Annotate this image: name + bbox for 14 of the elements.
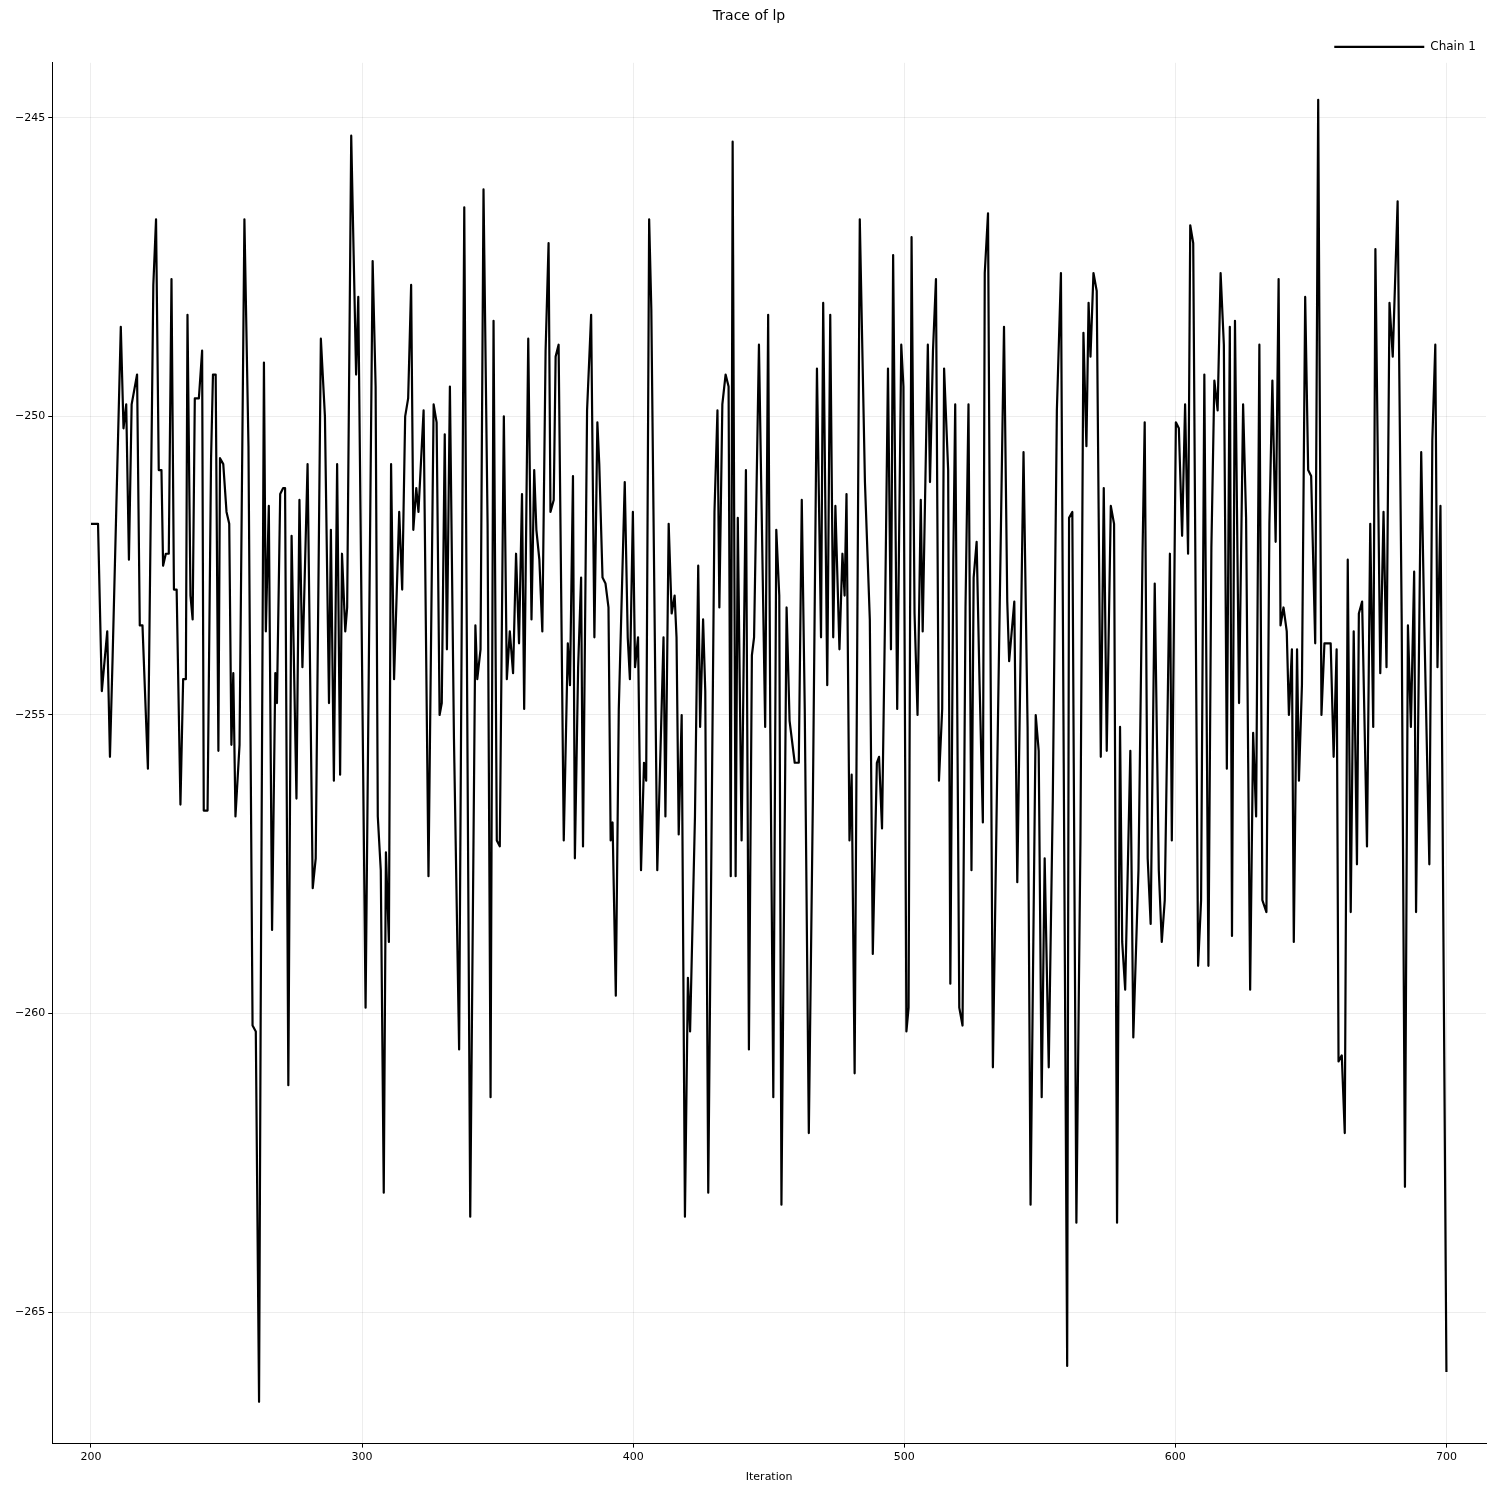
x-tick-label: 200 xyxy=(80,1450,102,1464)
y-tick-label: −260 xyxy=(14,1006,46,1020)
text: Chain 1 xyxy=(1430,38,1477,53)
y-tick-label: −255 xyxy=(14,707,46,721)
y-tick-label: −265 xyxy=(14,1305,46,1319)
y-tick-label: −250 xyxy=(14,409,46,423)
x-tick-label: 300 xyxy=(351,1450,373,1464)
x-tick-label: 600 xyxy=(1164,1450,1186,1464)
chart-title: Trace of lp xyxy=(711,7,786,24)
x-tick-label: 700 xyxy=(1435,1450,1457,1464)
x-tick-label: 400 xyxy=(622,1450,644,1464)
x-axis-title: Iteration xyxy=(745,1470,793,1484)
y-tick-label: −245 xyxy=(14,110,46,124)
x-tick-label: 500 xyxy=(893,1450,915,1464)
